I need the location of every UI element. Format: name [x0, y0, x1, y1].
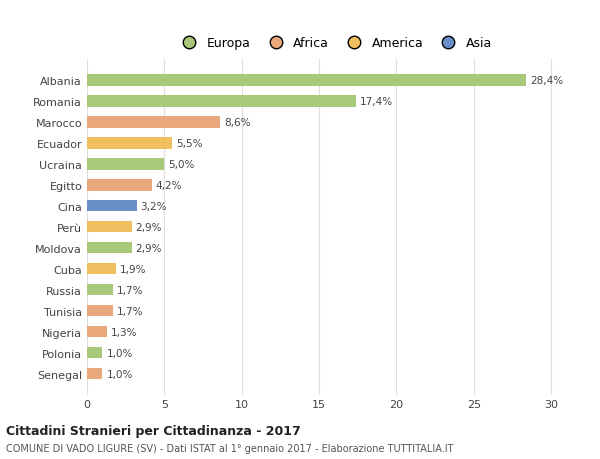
Bar: [87, 284, 113, 296]
Bar: [87, 347, 103, 358]
Text: 1,7%: 1,7%: [117, 285, 143, 295]
Text: 1,0%: 1,0%: [106, 369, 133, 379]
Bar: [87, 159, 164, 170]
Bar: [87, 263, 116, 275]
Bar: [87, 368, 103, 380]
Bar: [87, 326, 107, 338]
Legend: Europa, Africa, America, Asia: Europa, Africa, America, Asia: [172, 33, 497, 56]
Text: 4,2%: 4,2%: [156, 180, 182, 190]
Text: 1,9%: 1,9%: [120, 264, 147, 274]
Text: 2,9%: 2,9%: [136, 243, 162, 253]
Text: 3,2%: 3,2%: [140, 202, 167, 211]
Bar: [87, 305, 113, 317]
Text: 5,0%: 5,0%: [168, 159, 194, 169]
Text: 8,6%: 8,6%: [224, 118, 250, 128]
Text: 2,9%: 2,9%: [136, 222, 162, 232]
Text: 28,4%: 28,4%: [530, 76, 563, 86]
Text: COMUNE DI VADO LIGURE (SV) - Dati ISTAT al 1° gennaio 2017 - Elaborazione TUTTIT: COMUNE DI VADO LIGURE (SV) - Dati ISTAT …: [6, 443, 454, 453]
Text: 5,5%: 5,5%: [176, 139, 202, 148]
Bar: [87, 242, 132, 254]
Text: 17,4%: 17,4%: [360, 96, 393, 106]
Bar: [87, 138, 172, 149]
Bar: [87, 75, 526, 86]
Text: Cittadini Stranieri per Cittadinanza - 2017: Cittadini Stranieri per Cittadinanza - 2…: [6, 424, 301, 437]
Bar: [87, 201, 137, 212]
Bar: [87, 179, 152, 191]
Text: 1,0%: 1,0%: [106, 348, 133, 358]
Text: 1,7%: 1,7%: [117, 306, 143, 316]
Bar: [87, 221, 132, 233]
Bar: [87, 96, 356, 107]
Bar: [87, 117, 220, 128]
Text: 1,3%: 1,3%: [111, 327, 137, 337]
